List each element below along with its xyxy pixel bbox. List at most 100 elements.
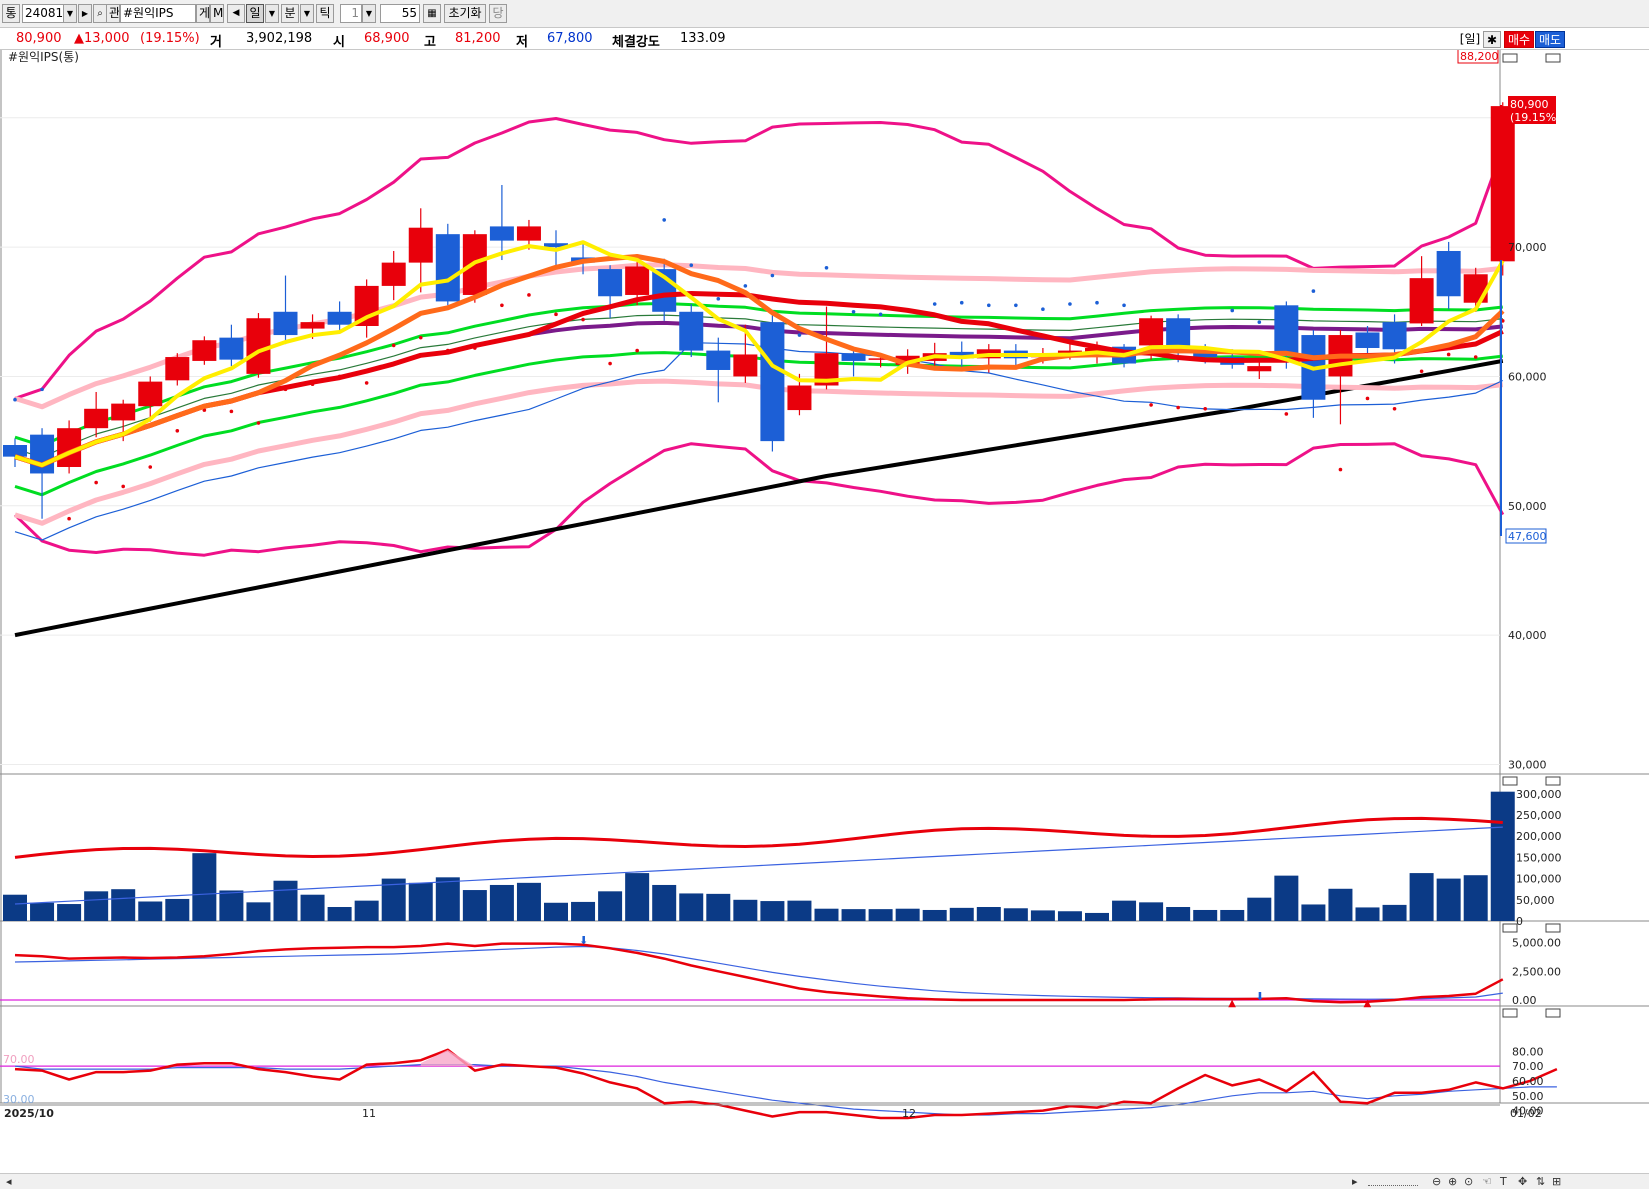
candle-up — [1247, 366, 1272, 372]
candle-up — [1490, 106, 1515, 262]
candle-up — [733, 354, 758, 377]
rsi-30-label: 30.00 — [3, 1093, 35, 1106]
count-input[interactable]: 55 — [380, 4, 420, 23]
volume-axis-label: 150,000 — [1516, 851, 1562, 864]
macd-line — [14, 942, 1504, 1004]
m-button[interactable]: M — [210, 4, 224, 23]
scroll-range[interactable] — [1368, 1175, 1418, 1186]
next-arrow-button[interactable]: ▶ — [78, 4, 92, 23]
zoom-out-icon[interactable]: ⊖ — [1432, 1175, 1442, 1188]
parabolic-sar-dot — [1041, 307, 1045, 311]
parabolic-sar-dot — [797, 333, 802, 337]
volume-bar — [192, 853, 217, 921]
parabolic-sar-dot — [878, 312, 883, 317]
high-value: 81,200 — [455, 31, 501, 46]
volume-bar — [30, 902, 55, 921]
volume-ma-line — [14, 816, 1503, 859]
candle-down — [679, 311, 704, 351]
sell-button[interactable]: 매도 — [1535, 31, 1565, 48]
volume-bar — [895, 908, 920, 921]
rsi-signal-line — [14, 1063, 1557, 1116]
search-icon[interactable]: ⌕ — [93, 4, 107, 23]
ma120-line — [14, 358, 1504, 638]
sort-icon[interactable]: ⇅ — [1536, 1175, 1546, 1188]
reset-icon[interactable]: ⊙ — [1464, 1175, 1474, 1188]
candle-down — [1355, 332, 1380, 348]
max-price-label: 88,200 — [1460, 50, 1499, 63]
volume-bar — [57, 904, 82, 921]
day-view-button[interactable]: [일] — [1459, 32, 1481, 46]
parabolic-sar-dot — [500, 303, 504, 308]
parabolic-sar-dot — [987, 303, 991, 308]
calendar-icon[interactable]: ▦ — [423, 4, 441, 23]
rsi-axis-label: 60.00 — [1512, 1075, 1544, 1088]
rsi-axis-label: 80.00 — [1512, 1045, 1544, 1058]
price-axis-label: 70,000 — [1508, 241, 1547, 254]
volume-bar — [706, 893, 731, 921]
volume-bar — [246, 902, 271, 921]
candle-down — [706, 350, 731, 370]
envelope-lower-line — [14, 378, 1504, 526]
parabolic-sar-dot — [67, 516, 71, 521]
code-dropdown-button[interactable]: ▼ — [63, 4, 77, 23]
ge-button[interactable]: 게 — [196, 4, 210, 23]
panel-menu-icon — [1502, 923, 1518, 933]
gear-icon[interactable]: ✱ — [1483, 31, 1501, 48]
first-page-button[interactable]: ◀ — [227, 4, 245, 23]
stock-code-input[interactable]: 240810 — [22, 4, 64, 23]
arrow-right-icon[interactable]: ▸ — [1352, 1175, 1358, 1188]
candle-up — [1409, 278, 1434, 324]
low-value: 67,800 — [547, 31, 593, 46]
candle-down — [598, 269, 623, 297]
parabolic-sar-dot — [689, 263, 694, 268]
app-logo-button[interactable]: 통 — [2, 4, 20, 23]
volume-bar — [273, 880, 298, 921]
period-min-button[interactable]: 분 — [281, 4, 299, 23]
parabolic-sar-dot — [527, 293, 531, 297]
period-tick-button[interactable]: 틱 — [316, 4, 334, 23]
parabolic-sar-dot — [1473, 355, 1478, 359]
macd-cross-arrow: ▲ — [1228, 998, 1236, 1009]
arrow-left-icon[interactable]: ◂ — [6, 1175, 12, 1188]
volume-bar — [165, 898, 190, 921]
price-axis-label: 40,000 — [1508, 629, 1547, 642]
current-price: 80,900 — [16, 31, 62, 46]
zoom-in-icon[interactable]: ⊕ — [1448, 1175, 1458, 1188]
group-button[interactable]: 관 — [106, 4, 120, 23]
ma5-line — [14, 240, 1505, 468]
volume-bar — [868, 909, 893, 921]
interval-dropdown[interactable]: ▼ — [362, 4, 376, 23]
candle-down — [327, 311, 352, 325]
stock-name-field[interactable]: #원익IPS — [120, 4, 196, 23]
parabolic-sar-dot — [716, 297, 721, 301]
move-icon[interactable]: ✥ — [1518, 1175, 1528, 1188]
period-day-button[interactable]: 일 — [246, 4, 264, 23]
volume-bar — [408, 882, 433, 921]
period-day-dropdown[interactable]: ▼ — [265, 4, 279, 23]
volume-bar — [138, 901, 163, 921]
text-icon[interactable]: T — [1500, 1175, 1507, 1188]
candle-down — [544, 243, 568, 248]
volume-bar — [1220, 909, 1245, 921]
candle-up — [192, 340, 217, 361]
volume-bar — [1247, 897, 1272, 921]
last-rate-label: (19.15%) — [1510, 111, 1561, 124]
interval-input[interactable]: 1 — [340, 4, 362, 23]
period-min-dropdown[interactable]: ▼ — [300, 4, 314, 23]
volume-bar — [1274, 875, 1299, 921]
reset-button[interactable]: 초기화 — [444, 4, 486, 23]
parabolic-sar-dot — [1365, 396, 1370, 401]
hand-icon[interactable]: ☜ — [1482, 1175, 1492, 1188]
stock-chart[interactable]: ⬇ ⬇ ▲ ▲ 30,000 40,000 50,000 60,000 70,000 88,20… — [0, 50, 1649, 1173]
parabolic-sar-dot — [13, 397, 17, 402]
extra-button[interactable]: 당 — [489, 4, 507, 23]
candle-down — [1193, 350, 1218, 358]
volume-bar — [1166, 907, 1191, 921]
tool-icon[interactable]: ⊞ — [1552, 1175, 1562, 1188]
volume-axis-label: 50,000 — [1516, 894, 1555, 907]
buy-button[interactable]: 매수 — [1504, 31, 1534, 48]
volume-bar — [1328, 888, 1353, 921]
volume-axis-label: 300,000 — [1516, 788, 1562, 801]
parabolic-sar-dot — [1203, 406, 1207, 411]
rsi-line — [14, 1048, 1558, 1120]
